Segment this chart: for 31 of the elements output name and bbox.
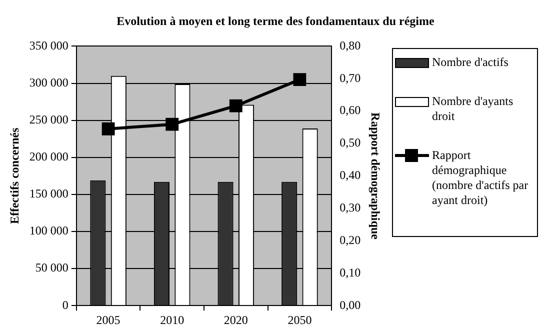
y2-tick-label: 0,00 <box>340 298 361 312</box>
point <box>293 73 306 86</box>
x-tick-label: 2005 <box>96 312 120 327</box>
y-tick-label: 0 <box>62 298 68 312</box>
chart-title: Evolution à moyen et long terme des fondamentaux du régime <box>116 14 436 29</box>
x-tick-label: 2050 <box>288 312 312 327</box>
legend-label: Nombre d'ayants droit <box>432 94 514 124</box>
y-tick-label: 300 000 <box>29 75 68 90</box>
y-tick-label: 350 000 <box>29 38 68 52</box>
y2-tick-label: 0,60 <box>340 103 361 118</box>
point <box>102 122 115 136</box>
y2-tick-label: 0,10 <box>340 265 361 280</box>
y-tick-label: 250 000 <box>29 112 68 126</box>
x-tick-label: 2010 <box>160 312 184 327</box>
y-tick-label: 100 000 <box>29 224 68 238</box>
y2-tick-label: 0,30 <box>340 200 361 214</box>
legend-label: Nombre d'actifs <box>432 55 508 70</box>
y2-tick-label: 0,40 <box>340 168 361 182</box>
y-tick-label: 50 000 <box>35 260 68 275</box>
y2-tick-label: 0,80 <box>340 38 361 52</box>
point <box>166 118 179 131</box>
y2-tick-label: 0,20 <box>340 232 361 247</box>
y2-tick-label: 0,50 <box>340 136 361 150</box>
x-tick-label: 2020 <box>224 312 248 327</box>
point <box>229 99 242 112</box>
y-axis-title: Effectifs concernés <box>7 127 22 224</box>
y-tick-label: 200 000 <box>29 150 68 164</box>
y2-tick-label: 0,70 <box>340 70 361 85</box>
y2-axis-title: Rapport démographique <box>368 112 383 240</box>
y-tick-label: 150 000 <box>29 186 68 201</box>
legend-label: Rapport démographique (nombre d'actifs par ayant droit) <box>432 148 530 208</box>
